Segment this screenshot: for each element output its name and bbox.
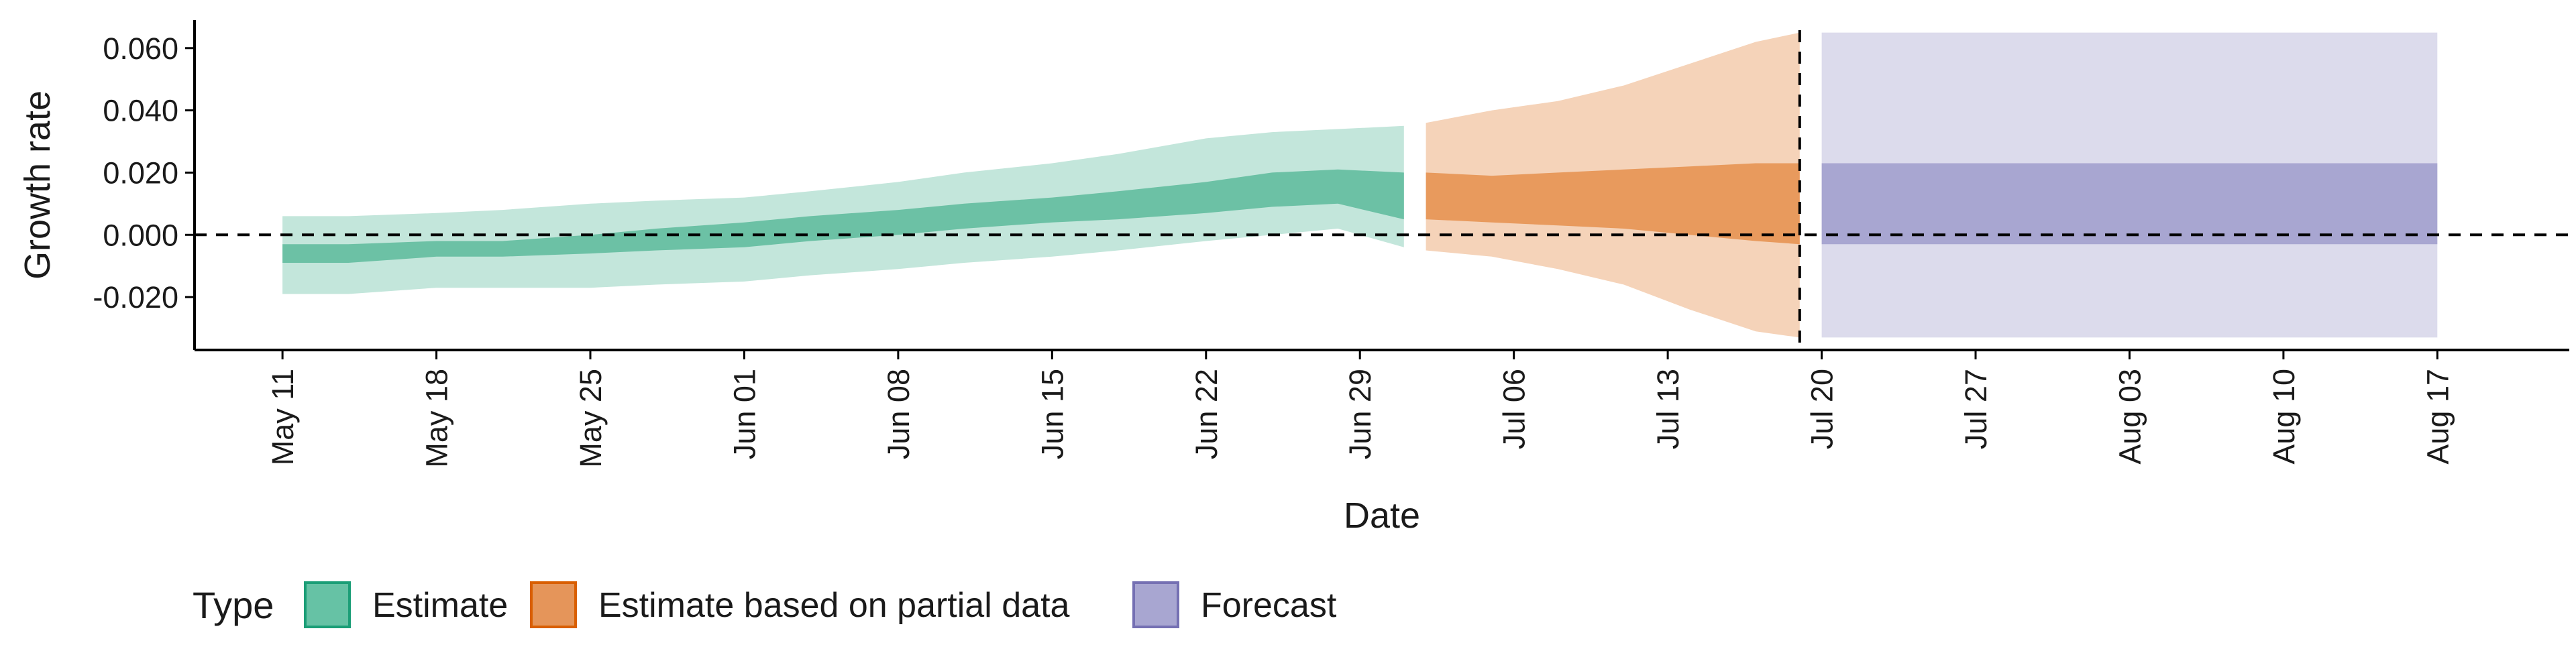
legend-swatch-estimate-based-on-partial-data [530,581,577,628]
legend-label-estimate: Estimate [372,586,508,625]
legend-title: Type [193,584,274,626]
legend-label-forecast: Forecast [1201,586,1337,625]
band-50-estimate [282,169,1404,263]
x-tick-label: Aug 03 [2112,369,2147,465]
x-tick-label: Jun 15 [1035,369,1069,459]
y-tick-label: 0.020 [103,156,178,190]
legend: Type Estimate Estimate based on partial da… [193,581,1337,628]
band-50-forecast [1821,163,2438,245]
band-layer [282,32,2438,338]
x-tick-label: May 25 [574,369,608,468]
x-tick-label: Jul 20 [1805,369,1839,449]
x-tick-label: Jul 27 [1959,369,1993,449]
legend-swatch-forecast [1132,581,1179,628]
x-tick-label: Jul 06 [1497,369,1532,449]
x-tick-label: Aug 10 [2267,369,2301,465]
x-tick-label: Aug 17 [2420,369,2455,465]
y-tick-label: 0.040 [103,94,178,128]
x-tick-label: May 11 [266,369,300,465]
band-50-estimate-based-on-partial-data [1426,163,1800,245]
x-tick-label: May 18 [420,369,454,468]
y-tick-label: 0.060 [103,32,178,66]
reference-lines [195,30,2569,350]
x-tick-label: Jun 01 [727,369,761,459]
x-axis-title: Date [1344,495,1420,536]
x-tick-label: Jul 13 [1651,369,1685,449]
y-tick-label: 0.000 [103,218,178,252]
legend-swatch-estimate [304,581,351,628]
y-axis-title: Growth rate [17,91,58,280]
axes-layer: -0.020 0.000 0.020 0.040 0.060 May 11 May 18 Ma… [17,20,2569,536]
x-tick-label: Jun 08 [881,369,916,459]
x-tick-label: Jun 29 [1343,369,1377,459]
x-tick-label: Jun 22 [1189,369,1224,459]
y-tick-label: -0.020 [93,280,178,314]
legend-label-estimate-based-on-partial-data: Estimate based on partial data [598,586,1070,625]
